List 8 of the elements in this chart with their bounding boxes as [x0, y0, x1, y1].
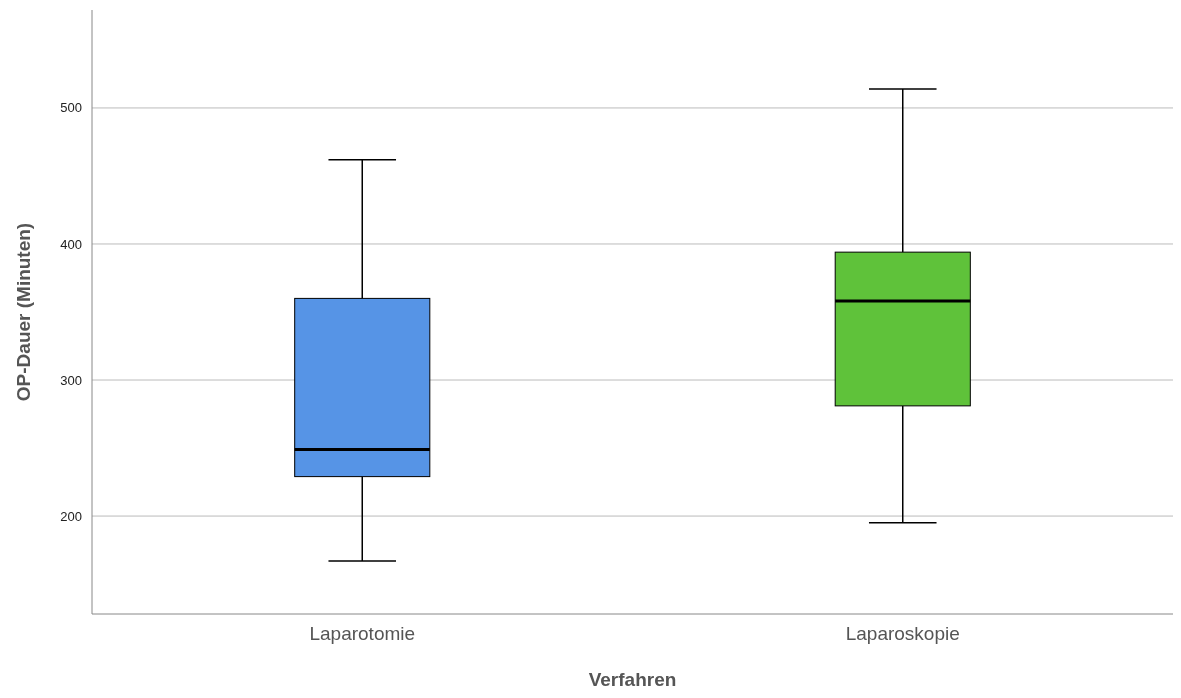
- y-tick-label: 500: [60, 100, 82, 116]
- y-tick-label: 400: [60, 236, 82, 252]
- y-axis-title: OP-Dauer (Minuten): [13, 222, 34, 402]
- y-tick-label: 300: [60, 372, 82, 388]
- x-tick-label: Laparotomie: [309, 623, 416, 644]
- x-tick-label: Laparoskopie: [845, 623, 960, 644]
- y-tick-label: 200: [60, 508, 82, 524]
- x-axis-title: Verfahren: [588, 669, 677, 690]
